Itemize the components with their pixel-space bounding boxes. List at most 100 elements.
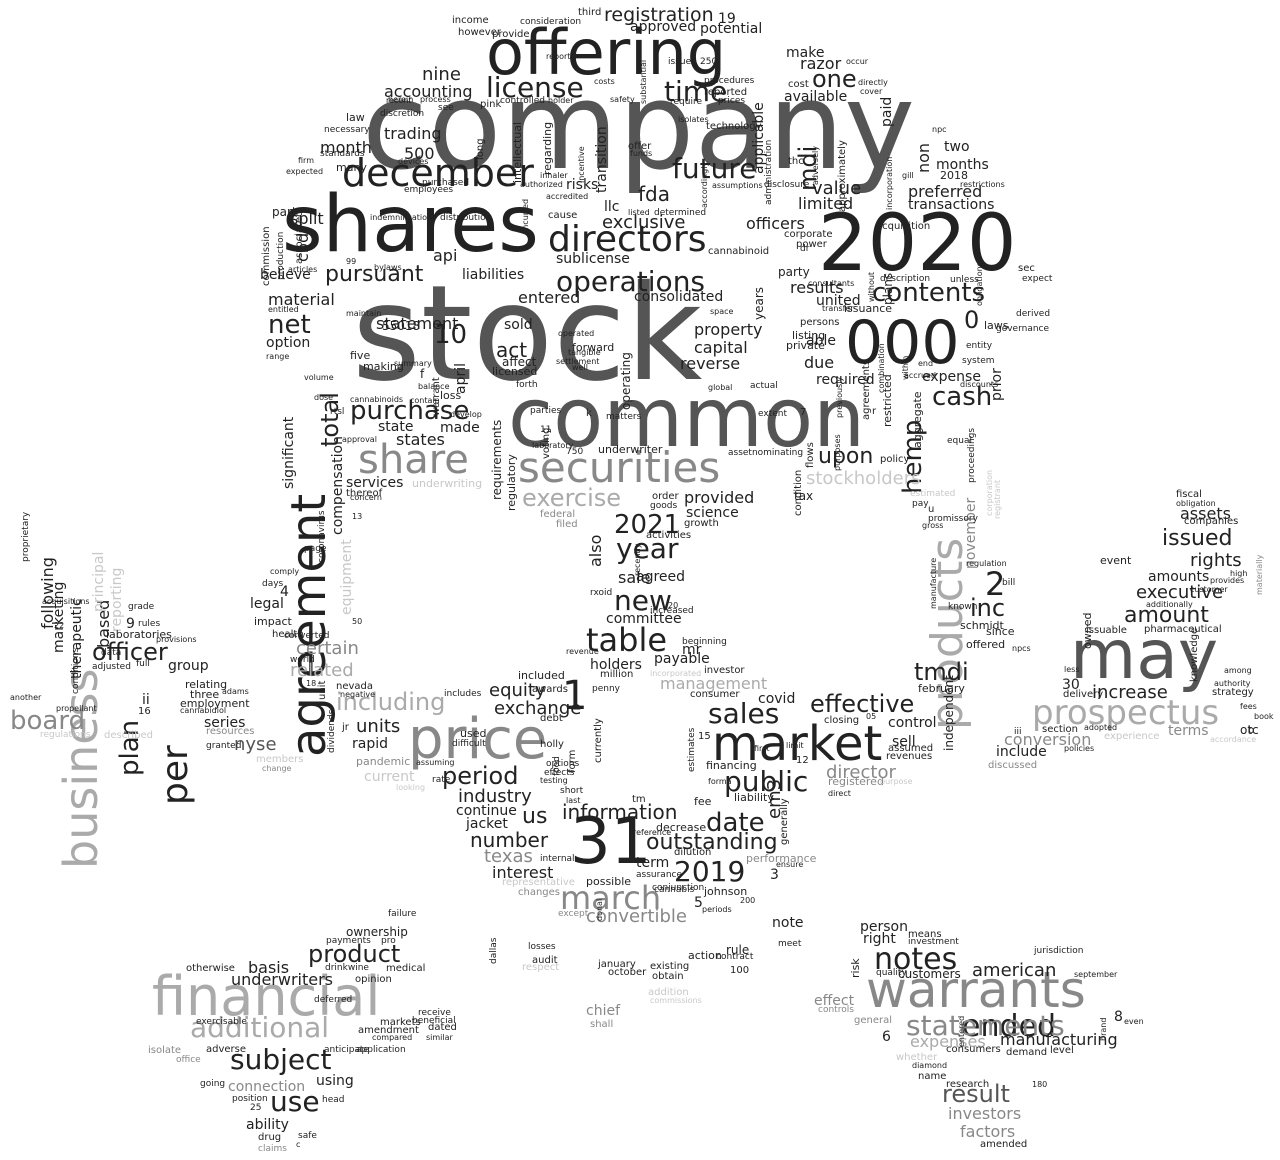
cloud-word-licensed: licensed (492, 365, 538, 378)
cloud-word-however: however (458, 27, 501, 38)
cloud-word-compared: compared (372, 1033, 413, 1042)
cloud-word-million: million (600, 669, 634, 680)
cloud-word-exercisable: exercisable (196, 1017, 247, 1027)
cloud-word-associated: associated (294, 210, 305, 265)
cloud-word-y2018: 2018 (940, 169, 968, 182)
cloud-word-incorporation: incorporation (885, 156, 894, 210)
cloud-word-party: party (778, 265, 810, 279)
cloud-word-anticipate: anticipate (324, 1045, 369, 1055)
cloud-word-application: application (356, 1045, 406, 1055)
cloud-word-n13: 13 (352, 512, 363, 521)
cloud-word-isolate: isolate (148, 1045, 182, 1056)
cloud-word-securities: securities (518, 443, 721, 492)
cloud-word-note: note (772, 915, 804, 931)
cloud-word-services: services (346, 475, 404, 491)
cloud-word-property: property (694, 320, 763, 339)
cloud-word-materially: materially (1255, 554, 1264, 595)
cloud-word-going: going (200, 1079, 226, 1089)
cloud-word-price: price (408, 707, 548, 772)
cloud-word-gross: gross (922, 521, 944, 530)
cloud-word-obtain: obtain (652, 971, 684, 982)
cloud-word-discounts: discounts (960, 380, 999, 389)
cloud-word-performance: performance (746, 852, 817, 865)
cloud-word-conversion: conversion (1004, 730, 1092, 749)
cloud-word-september: september (1074, 970, 1118, 979)
cloud-word-provisions: provisions (156, 635, 197, 644)
cloud-word-regulation: regulation (966, 559, 1007, 568)
cloud-word-develop: develop (450, 410, 482, 419)
cloud-word-general: general (854, 1015, 893, 1026)
cloud-word-approximately: approximately (837, 140, 848, 212)
cloud-word-exercise: exercise (522, 484, 622, 512)
cloud-word-substantial: substantial (639, 59, 648, 104)
cloud-word-ii: ii (142, 692, 150, 708)
cloud-word-concern: concern (350, 493, 382, 502)
cloud-word-diamond: diamond (912, 1061, 948, 1070)
cloud-word-material: material (268, 290, 335, 309)
cloud-word-officers: officers (746, 214, 805, 233)
cloud-word-related: related (290, 660, 354, 681)
cloud-word-employees: employees (404, 185, 454, 195)
cloud-word-resources: resources (206, 726, 255, 737)
cloud-word-forma: forma (708, 777, 732, 786)
cloud-word-firm: firm (298, 156, 314, 165)
cloud-word-action: action (688, 949, 722, 962)
cloud-word-health: health (272, 629, 304, 640)
cloud-word-assuming: assuming (416, 758, 455, 767)
cloud-word-distribution: distribution (440, 213, 492, 223)
cloud-word-term: term (636, 855, 670, 871)
cloud-word-research: research (946, 1079, 990, 1090)
cloud-word-cannabinoid: cannabinoid (708, 246, 770, 257)
cloud-word-razor: razor (800, 54, 842, 73)
cloud-word-three: three (190, 688, 220, 701)
cloud-word-npc: npc (932, 125, 947, 134)
cloud-word-required: required (816, 372, 875, 388)
cloud-word-n19: 19 (718, 11, 736, 27)
cloud-word-pursuant: pursuant (325, 262, 424, 287)
cloud-word-series: series (204, 715, 246, 731)
cloud-word-approved: approved (630, 19, 697, 35)
cloud-word-commission: commission (261, 226, 272, 286)
cloud-word-policy: policy (880, 454, 910, 465)
cloud-word-provide: provide (492, 29, 530, 40)
cloud-word-conditions: conditions (71, 647, 81, 694)
cloud-word-reference: reference (633, 828, 672, 837)
cloud-word-acquisitions: acquisitions (42, 597, 90, 606)
cloud-word-less: less (1064, 665, 1080, 674)
cloud-word-derived: derived (1016, 309, 1051, 319)
cloud-word-see: see (438, 103, 454, 113)
cloud-word-y2021: 2021 (614, 510, 681, 540)
cloud-word-n180: 180 (1032, 1080, 1048, 1089)
cloud-word-years: years (752, 286, 766, 320)
cloud-word-included: included (518, 669, 565, 682)
cloud-word-b: b (1248, 725, 1255, 736)
cloud-word-share: share (358, 437, 469, 483)
cloud-word-unless: unless (950, 275, 979, 285)
cloud-word-many: many (336, 161, 367, 174)
cloud-word-n22: 22 (54, 621, 65, 630)
cloud-word-schmidt: schmidt (960, 619, 1004, 632)
cloud-word-adverse: adverse (206, 1044, 247, 1055)
cloud-word-principal: principal (91, 551, 107, 612)
cloud-word-issue: issue (668, 57, 692, 67)
cloud-word-subject: subject (230, 1043, 332, 1076)
cloud-word-act: act (496, 338, 528, 362)
cloud-word-effects: effects (544, 768, 575, 778)
cloud-word-prospectus: prospectus (1032, 693, 1220, 733)
cloud-word-continue: continue (456, 803, 517, 819)
cloud-word-current: current (364, 769, 415, 785)
cloud-word-estimates: estimates (687, 727, 697, 772)
cloud-word-fda: fda (638, 182, 670, 206)
cloud-word-matters: matters (606, 412, 642, 422)
cloud-word-growth: growth (684, 518, 719, 529)
cloud-word-event: event (1100, 554, 1132, 567)
cloud-word-sublicense: sublicense (556, 251, 630, 267)
cloud-word-federal: federal (540, 509, 576, 520)
cloud-word-aggregate: aggregate (911, 391, 924, 448)
cloud-word-results: results (790, 278, 844, 297)
cloud-word-period: period (442, 762, 519, 790)
cloud-word-incurred: incurred (521, 198, 530, 232)
cloud-word-incentive: incentive (577, 146, 586, 183)
cloud-word-name: name (918, 1071, 947, 1082)
